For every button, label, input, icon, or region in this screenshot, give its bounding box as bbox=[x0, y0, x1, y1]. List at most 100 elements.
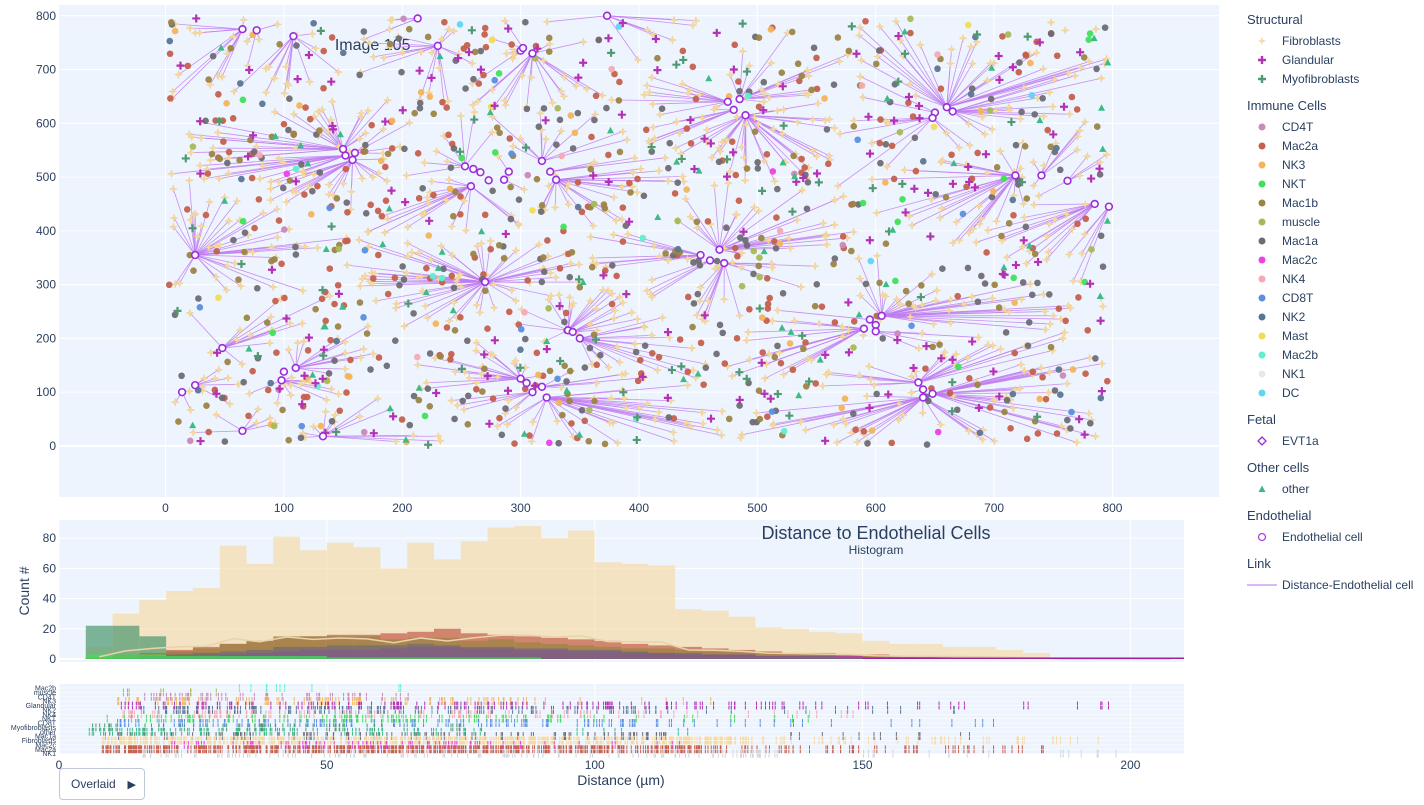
mac1a-point bbox=[566, 274, 573, 281]
mac1a-point bbox=[219, 394, 226, 401]
mac1b-point bbox=[276, 41, 283, 48]
mac2a-point bbox=[581, 417, 588, 424]
endothelial-cell-point bbox=[505, 168, 512, 175]
endothelial-cell-point bbox=[253, 27, 260, 34]
mac2a-point bbox=[764, 413, 771, 420]
mac1b-point bbox=[426, 403, 433, 410]
mast-point bbox=[488, 104, 495, 111]
endothelial-cell-point bbox=[697, 252, 704, 259]
mac1a-point bbox=[524, 106, 531, 113]
x-tick-label: 0 bbox=[162, 501, 169, 515]
muscle-point bbox=[591, 201, 598, 208]
nk3-point bbox=[425, 232, 432, 239]
mac1a-point bbox=[417, 100, 424, 107]
endothelial-cell-point bbox=[482, 279, 489, 286]
mac2a-point bbox=[389, 145, 396, 152]
mac1b-point bbox=[998, 233, 1005, 240]
mac2a-point bbox=[256, 196, 263, 203]
mac1a-point bbox=[195, 295, 202, 302]
mac1a-point bbox=[395, 35, 402, 42]
mac2a-point bbox=[605, 152, 612, 159]
rug-x-tick-label: 150 bbox=[853, 758, 873, 772]
mac2a-point bbox=[764, 151, 771, 158]
histogram-title: Distance to Endothelial Cells bbox=[761, 523, 990, 543]
mac2a-point bbox=[392, 274, 399, 281]
histogram-bar bbox=[407, 657, 434, 659]
nk3-point bbox=[821, 95, 828, 102]
mac1b-point bbox=[559, 412, 566, 419]
nk2-point bbox=[977, 429, 984, 436]
muscle-point bbox=[1005, 31, 1012, 38]
endothelial-cell-point bbox=[239, 26, 246, 33]
mac2c-point bbox=[935, 429, 942, 436]
mac1b-point bbox=[534, 176, 541, 183]
endothelial-cell-point bbox=[878, 312, 885, 319]
mac1a-point bbox=[832, 255, 839, 262]
mac2a-point bbox=[1082, 216, 1089, 223]
mac2a-point bbox=[506, 135, 513, 142]
mac1b-point bbox=[800, 345, 807, 352]
muscle-point bbox=[897, 129, 904, 136]
mac2a-point bbox=[734, 253, 741, 260]
endothelial-cell-point bbox=[192, 382, 199, 389]
mac1a-point bbox=[609, 262, 616, 269]
nkt-point bbox=[894, 219, 901, 226]
mac1a-point bbox=[1025, 342, 1032, 349]
muscle-point bbox=[586, 407, 593, 414]
mac1a-point bbox=[774, 343, 781, 350]
mac1a-point bbox=[1067, 425, 1074, 432]
endothelial-cell-point bbox=[1106, 203, 1113, 210]
muscle-point bbox=[554, 105, 561, 112]
y-tick-label: 100 bbox=[36, 385, 56, 399]
endothelial-cell-point bbox=[576, 335, 583, 342]
mac2a-point bbox=[375, 208, 382, 215]
mac1b-point bbox=[481, 366, 488, 373]
mac1b-point bbox=[758, 235, 765, 242]
mac2a-point bbox=[813, 55, 820, 62]
cd8t-point bbox=[960, 211, 967, 218]
endothelial-cell-point bbox=[434, 42, 441, 49]
mac1b-point bbox=[846, 48, 853, 55]
mac1b-point bbox=[546, 35, 553, 42]
mac2a-point bbox=[756, 103, 763, 110]
mac2a-point bbox=[736, 197, 743, 204]
mac1b-point bbox=[996, 304, 1003, 311]
mac1a-point bbox=[425, 385, 432, 392]
endothelial-cell-point bbox=[915, 379, 922, 386]
mac1b-point bbox=[334, 195, 341, 202]
mac2a-point bbox=[862, 18, 869, 25]
mac2a-point bbox=[375, 252, 382, 259]
mac1a-point bbox=[292, 244, 299, 251]
mac1a-point bbox=[804, 205, 811, 212]
mac1b-point bbox=[936, 341, 943, 348]
mac1a-point bbox=[464, 337, 471, 344]
mac1a-point bbox=[988, 96, 995, 103]
mac1b-point bbox=[362, 148, 369, 155]
histogram-bar bbox=[648, 653, 675, 659]
histogram-bar bbox=[273, 656, 300, 659]
mac1a-point bbox=[401, 146, 408, 153]
muscle-point bbox=[190, 143, 197, 150]
nk4-point bbox=[934, 51, 941, 58]
endothelial-cell-point bbox=[860, 325, 867, 332]
mac1a-point bbox=[361, 28, 368, 35]
mac1b-point bbox=[808, 87, 815, 94]
mac2a-point bbox=[1054, 52, 1061, 59]
mac2a-point bbox=[765, 301, 772, 308]
mac2a-point bbox=[496, 415, 503, 422]
mac2a-point bbox=[922, 365, 929, 372]
mac1a-point bbox=[1016, 59, 1023, 66]
mac2a-point bbox=[249, 368, 256, 375]
mac1a-point bbox=[553, 141, 560, 148]
mac1a-point bbox=[222, 438, 229, 445]
mac1b-point bbox=[425, 34, 432, 41]
nk2-point bbox=[1053, 145, 1060, 152]
endothelial-cell-point bbox=[1064, 177, 1071, 184]
x-tick-label: 700 bbox=[984, 501, 1004, 515]
mac2a-point bbox=[588, 134, 595, 141]
mac1b-point bbox=[470, 251, 477, 258]
hist-y-tick-label: 0 bbox=[49, 652, 56, 666]
mac2a-point bbox=[245, 413, 252, 420]
mac1a-point bbox=[760, 79, 767, 86]
mac1b-point bbox=[1032, 251, 1039, 258]
